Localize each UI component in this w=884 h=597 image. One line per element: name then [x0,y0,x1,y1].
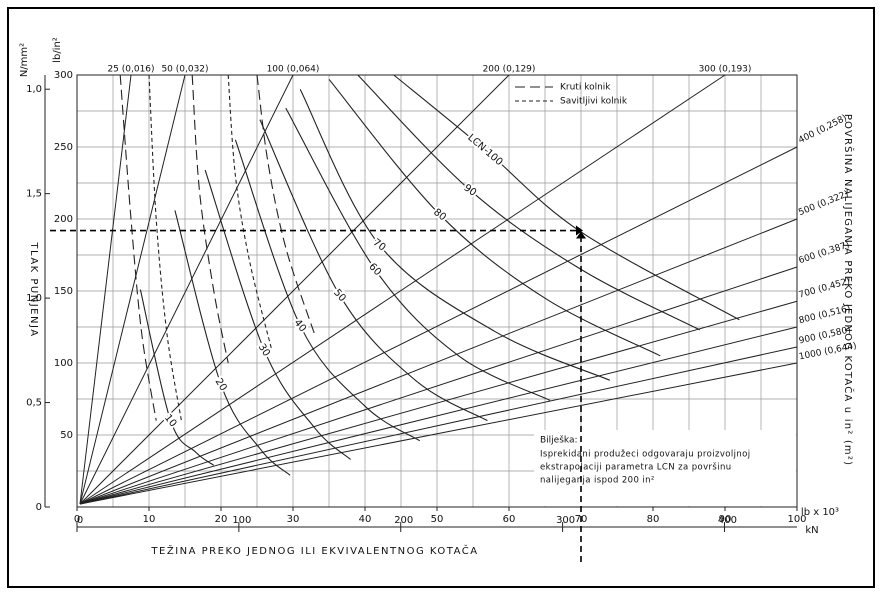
note-title: Bilješka: [540,435,578,446]
area-line [79,362,798,505]
y-tick-label: 50 [60,430,73,441]
extrapolation-curve [148,74,182,421]
lcn-curve [285,107,551,401]
area-label: 100 (0,064) [267,65,320,75]
lcn-curve [328,78,661,357]
x-tick-label: 0 [74,514,80,525]
note-line: Isprekidani produžeci odgovaraju proizvo… [540,450,751,460]
y2-unit: N/mm² [19,43,30,77]
y-tick-label: 200 [54,214,73,225]
y-axis-title: TLAK PUNJENJA [28,241,39,337]
note-box [534,430,796,506]
y-tick-label: 300 [54,70,73,81]
y-tick-label: 150 [54,286,73,297]
y2-tick-label: 1,5 [26,189,42,200]
lcn-curve [393,74,740,321]
extrapolation-curve [256,74,316,335]
area-line [79,74,186,505]
note-line: ekstrapolaciji parametra LCN za površinu [540,462,732,473]
x-tick-label: 20 [215,514,228,525]
extrapolation-curve [227,74,272,349]
extrapolation-curve [119,74,157,421]
lcn-curve [174,210,291,476]
area-line [79,326,798,505]
x-tick-label: 80 [647,514,660,525]
y-tick-label: 250 [54,142,73,153]
x-axis-title: TEŽINA PREKO JEDNOG ILI EKVIVALENTNOG KO… [150,544,478,557]
x-tick-label: 50 [431,514,444,525]
area-label: 300 (0,193) [699,65,752,75]
area-line [79,74,510,505]
area-line [79,218,798,505]
area-label: 50 (0,032) [161,65,208,75]
x-tick-label: 90 [719,514,732,525]
area-label: 200 (0,129) [483,65,536,75]
note-line: nalijeganja ispod 200 in² [540,476,655,486]
x2-tick-label: 300 [556,515,575,526]
x-tick-label: 40 [359,514,372,525]
x-tick-label: 30 [287,514,300,525]
legend-label: Kruti kolnik [560,83,611,93]
x2-unit: kN [805,525,818,536]
area-line [79,74,726,505]
x2-tick-label: 0 [77,515,83,526]
x-tick-label: 100 [787,514,806,525]
x2-tick-label: 100 [232,515,251,526]
x-tick-label: 10 [143,514,156,525]
extrapolation-curve [191,74,229,364]
legend-label: Savitljivi kolnik [560,97,628,107]
area-line [79,266,798,505]
y2-tick-label: 1,0 [26,84,42,95]
lcn-curve [259,119,488,422]
area-line [79,146,798,505]
y2-tick-label: 0,5 [26,398,42,409]
area-line [79,346,798,505]
y-unit: lb/in² [52,37,63,63]
area-line [79,74,132,505]
y-tick-label: 100 [54,358,73,369]
y2-axis-title: POVRŠINA NALIJEGANJA PREKO JEDNOG KOTAČA… [842,114,855,466]
example-arrow [576,225,586,239]
y2-tick-label: 0 [36,502,42,513]
area-label: 25 (0,016) [107,65,154,75]
x2-tick-label: 400 [718,515,737,526]
lcn-curve [139,289,215,466]
area-line [79,300,798,505]
area-line [79,74,294,505]
x-unit: lb x 10³ [801,507,839,518]
x-tick-label: 60 [503,514,516,525]
x2-tick-label: 200 [394,515,413,526]
lcn-curve [234,139,421,442]
lcn-curve [299,89,611,381]
y2-tick-label: 1,0 [26,293,42,304]
